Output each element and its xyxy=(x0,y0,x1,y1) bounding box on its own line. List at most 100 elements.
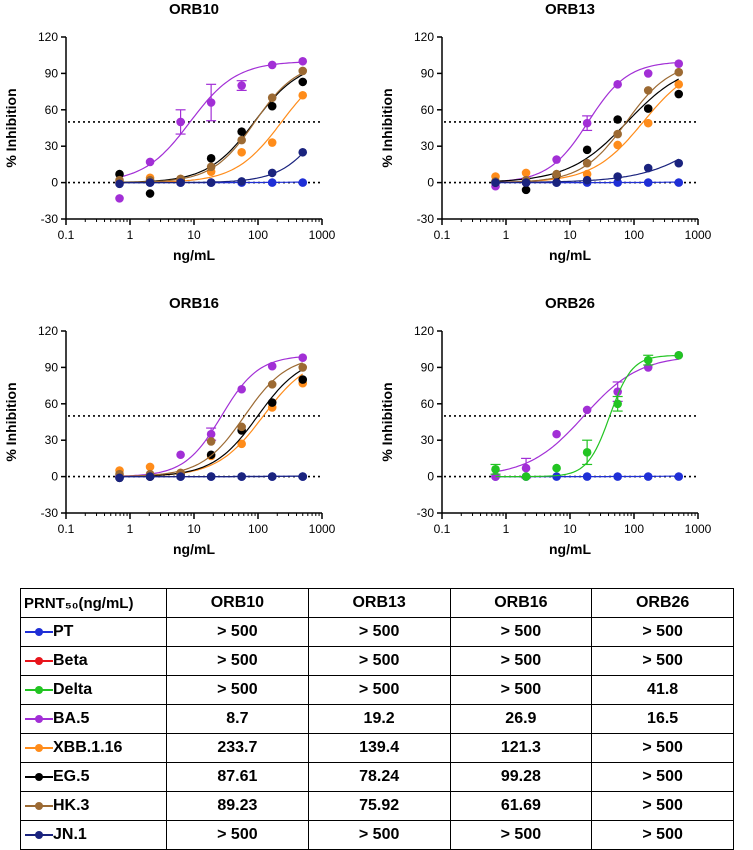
y-tick-label: 60 xyxy=(45,103,59,117)
variant-label: EG.5 xyxy=(53,768,90,785)
data-point xyxy=(206,98,216,107)
data-point xyxy=(674,158,684,168)
data-point xyxy=(613,115,622,124)
x-tick-label: 10 xyxy=(187,522,201,536)
data-point xyxy=(521,463,531,473)
prnt50-table-container: PRNT₅₀(ng/mL) ORB10 ORB13 ORB16 ORB26 PT… xyxy=(20,588,734,850)
data-point xyxy=(674,80,684,89)
data-point xyxy=(237,439,246,449)
y-tick-label: -30 xyxy=(41,506,59,520)
x-tick-label: 0.1 xyxy=(434,522,451,536)
table-header-row: PRNT₅₀(ng/mL) ORB10 ORB13 ORB16 ORB26 xyxy=(20,588,734,618)
x-axis-label: ng/mL xyxy=(549,541,591,557)
data-point xyxy=(176,472,185,481)
prnt50-value-cell: 233.7 xyxy=(166,733,309,763)
x-tick-label: 1000 xyxy=(685,228,712,242)
prnt50-value-cell: > 500 xyxy=(307,617,451,647)
chart-orb26: ORB26 -30 0 30 60 90 120 0.1 1 10 100 1000 ng/mL % In… xyxy=(379,295,712,557)
y-tick-label: 0 xyxy=(427,470,434,484)
data-point xyxy=(643,163,653,173)
legend-marker-icon xyxy=(25,685,53,694)
y-tick-label: 90 xyxy=(45,360,59,374)
series-jn-1 xyxy=(491,158,684,187)
variant-label: Beta xyxy=(53,652,88,669)
data-point xyxy=(237,135,246,145)
chart-title: ORB16 xyxy=(169,295,219,312)
data-point xyxy=(267,138,277,147)
x-tick-label: 100 xyxy=(624,522,644,536)
table-body: PT > 500 > 500 > 500 > 500 Beta > 500 > 500 > 50… xyxy=(20,617,734,850)
y-axis-label: % Inhibition xyxy=(379,88,395,167)
data-point xyxy=(206,472,216,481)
data-point xyxy=(298,375,308,384)
data-point xyxy=(267,93,277,102)
prnt50-value-cell: 87.61 xyxy=(166,762,309,792)
y-tick-label: -30 xyxy=(417,506,435,520)
chart-orb13: ORB13 -30 0 30 60 90 120 0.1 1 10 100 1000 ng/mL % In… xyxy=(379,1,712,263)
prnt50-value-cell: > 500 xyxy=(166,617,309,647)
prnt50-value-cell: 16.5 xyxy=(591,704,734,734)
data-point xyxy=(643,69,653,78)
prnt50-value-cell: > 500 xyxy=(166,675,309,705)
data-point xyxy=(298,178,308,187)
variant-label: Delta xyxy=(53,681,93,698)
x-tick-label: 1 xyxy=(503,228,510,242)
prnt50-value-cell: 78.24 xyxy=(307,762,451,792)
series-ba-5 xyxy=(115,56,308,203)
x-tick-label: 100 xyxy=(248,228,268,242)
data-point xyxy=(643,472,653,481)
table-row: PT > 500 > 500 > 500 > 500 xyxy=(20,617,734,647)
variant-label: HK.3 xyxy=(53,797,90,814)
y-tick-label: 30 xyxy=(45,433,59,447)
y-tick-label: 0 xyxy=(427,176,434,190)
y-tick-label: 120 xyxy=(414,30,434,44)
data-point xyxy=(521,168,531,178)
chart-title: ORB10 xyxy=(169,1,219,18)
y-tick-label: -30 xyxy=(41,212,59,226)
y-tick-label: 60 xyxy=(421,103,435,117)
table-header-cell: PRNT₅₀(ng/mL) xyxy=(20,588,167,618)
data-point xyxy=(298,90,308,100)
prnt50-value-cell: 99.28 xyxy=(449,762,593,792)
data-point xyxy=(674,350,684,360)
data-point xyxy=(674,67,684,77)
prnt50-table: PRNT₅₀(ng/mL) ORB10 ORB13 ORB16 ORB26 PT… xyxy=(20,588,734,850)
data-point xyxy=(267,361,277,371)
prnt50-value-cell: > 500 xyxy=(591,733,734,763)
chart-title: ORB26 xyxy=(545,295,595,312)
fit-curve xyxy=(119,373,304,477)
data-point xyxy=(145,189,155,198)
data-point xyxy=(206,178,216,187)
table-row: Delta > 500 > 500 > 500 41.8 xyxy=(20,675,734,705)
data-point xyxy=(674,89,684,99)
x-tick-label: 10 xyxy=(563,228,577,242)
y-tick-label: 30 xyxy=(45,139,59,153)
prnt50-value-cell: 75.92 xyxy=(307,791,451,821)
series-jn-1 xyxy=(115,147,308,189)
data-point xyxy=(267,472,277,481)
y-axis-label: % Inhibition xyxy=(3,382,19,461)
y-tick-label: 30 xyxy=(421,433,435,447)
data-point xyxy=(145,157,155,167)
variant-cell: JN.1 xyxy=(20,820,167,850)
variant-cell: EG.5 xyxy=(20,762,167,792)
prnt50-value-cell: 8.7 xyxy=(166,704,309,734)
data-point xyxy=(267,398,277,407)
data-point xyxy=(298,66,308,76)
data-point xyxy=(206,437,216,446)
y-tick-label: 60 xyxy=(421,397,435,411)
data-point xyxy=(643,355,653,365)
y-tick-label: 0 xyxy=(51,176,58,190)
data-point xyxy=(298,363,308,372)
y-tick-label: 30 xyxy=(421,139,435,153)
y-tick-label: 60 xyxy=(45,397,59,411)
x-tick-label: 1000 xyxy=(685,522,712,536)
data-point xyxy=(521,185,531,195)
table-header-cell: ORB16 xyxy=(449,588,593,618)
x-tick-label: 1 xyxy=(503,522,510,536)
data-point xyxy=(267,101,277,111)
data-point xyxy=(115,179,124,189)
data-point xyxy=(237,81,246,90)
data-point xyxy=(582,145,592,155)
table-header-cell: ORB13 xyxy=(307,588,451,618)
